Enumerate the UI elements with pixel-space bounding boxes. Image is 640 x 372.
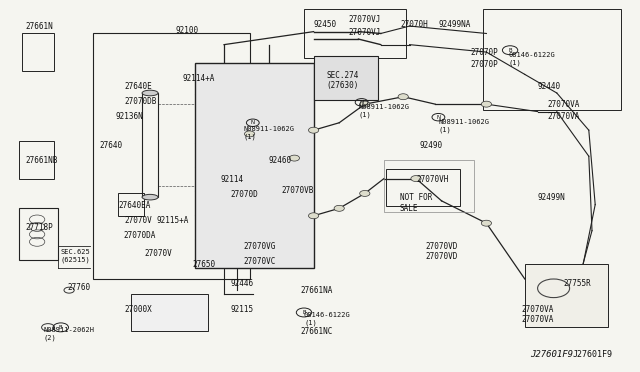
- Text: 27070VA
27070VA: 27070VA 27070VA: [522, 305, 554, 324]
- Circle shape: [360, 101, 370, 107]
- Text: 92136N: 92136N: [115, 112, 143, 121]
- Circle shape: [244, 131, 255, 137]
- Text: N08911-2062H
(2): N08911-2062H (2): [44, 327, 95, 341]
- Text: 27070V: 27070V: [125, 216, 152, 225]
- Circle shape: [481, 101, 492, 107]
- Circle shape: [481, 220, 492, 226]
- Text: 27070P: 27070P: [470, 60, 498, 68]
- Bar: [314, 56, 378, 100]
- Text: SEC.625
(62515): SEC.625 (62515): [61, 249, 90, 263]
- Text: N: N: [251, 120, 255, 125]
- Text: 27070V: 27070V: [144, 249, 172, 258]
- Text: 27640: 27640: [99, 141, 122, 150]
- Text: 27661NA: 27661NA: [301, 286, 333, 295]
- Text: 27000X: 27000X: [125, 305, 152, 314]
- Text: 92460: 92460: [269, 156, 292, 165]
- Text: 92440: 92440: [538, 82, 561, 91]
- Text: N: N: [436, 115, 440, 120]
- Circle shape: [308, 213, 319, 219]
- Text: 27661NC: 27661NC: [301, 327, 333, 336]
- Bar: [22, 33, 54, 71]
- Text: 92450: 92450: [314, 20, 337, 29]
- Text: 27070D: 27070D: [230, 190, 258, 199]
- Circle shape: [308, 127, 319, 133]
- Text: N: N: [360, 100, 364, 105]
- Bar: [304, 9, 406, 58]
- Text: N08911-1062G
(1): N08911-1062G (1): [358, 104, 410, 118]
- Circle shape: [360, 190, 370, 196]
- Bar: [131, 294, 208, 331]
- Text: 92115+A: 92115+A: [157, 216, 189, 225]
- Text: 27070VA: 27070VA: [547, 100, 580, 109]
- Text: 92446: 92446: [230, 279, 253, 288]
- Text: 27760: 27760: [67, 283, 90, 292]
- Text: 27650: 27650: [192, 260, 215, 269]
- Text: 27070VB: 27070VB: [282, 186, 314, 195]
- Text: NOT FOR
SALE: NOT FOR SALE: [400, 193, 433, 213]
- Bar: [142, 93, 158, 197]
- Text: J27601F9: J27601F9: [573, 350, 613, 359]
- Text: 08146-6122G
(1): 08146-6122G (1): [304, 312, 351, 326]
- Text: 27070VG: 27070VG: [243, 242, 276, 251]
- Ellipse shape: [142, 195, 158, 200]
- Text: 27755R: 27755R: [563, 279, 591, 288]
- Text: 92100: 92100: [176, 26, 199, 35]
- Bar: [118, 193, 144, 216]
- Text: 27070VC: 27070VC: [243, 257, 276, 266]
- Text: J27601F9: J27601F9: [530, 350, 573, 359]
- Bar: [384, 160, 474, 212]
- Bar: [19, 141, 54, 179]
- Text: 92499NA: 92499NA: [438, 20, 471, 29]
- Text: 27070VH: 27070VH: [416, 175, 449, 184]
- Bar: [483, 9, 621, 110]
- Text: 08146-6122G
(1): 08146-6122G (1): [509, 52, 556, 65]
- Text: 27070DB: 27070DB: [125, 97, 157, 106]
- Text: 27661NB: 27661NB: [26, 156, 58, 165]
- Text: 27070DA: 27070DA: [124, 231, 156, 240]
- Text: 92115: 92115: [230, 305, 253, 314]
- Circle shape: [334, 205, 344, 211]
- Text: 27070VD
27070VD: 27070VD 27070VD: [426, 242, 458, 261]
- Text: N08911-1062G
(1): N08911-1062G (1): [438, 119, 490, 132]
- Text: 92499N: 92499N: [538, 193, 565, 202]
- Ellipse shape: [142, 90, 158, 96]
- Text: B: B: [302, 310, 306, 315]
- Bar: [525, 264, 608, 327]
- Bar: [93, 33, 250, 279]
- Text: B: B: [508, 48, 512, 53]
- Text: 27661N: 27661N: [26, 22, 53, 31]
- Text: N08911-1062G
(1): N08911-1062G (1): [243, 126, 294, 140]
- Text: 27640EA: 27640EA: [118, 201, 151, 210]
- Text: 92114: 92114: [221, 175, 244, 184]
- Text: 92114+A: 92114+A: [182, 74, 215, 83]
- Bar: [19, 208, 58, 260]
- Text: 27718P: 27718P: [26, 223, 53, 232]
- Text: 27070P: 27070P: [470, 48, 498, 57]
- Bar: [195, 63, 314, 268]
- Text: 27070H: 27070H: [400, 20, 428, 29]
- Text: 92490: 92490: [419, 141, 442, 150]
- Circle shape: [398, 94, 408, 100]
- Circle shape: [411, 176, 421, 182]
- Text: 27070VJ: 27070VJ: [349, 28, 381, 37]
- Text: 27070VJ: 27070VJ: [349, 15, 381, 24]
- Text: SEC.274
(27630): SEC.274 (27630): [326, 71, 359, 90]
- Text: 27640E: 27640E: [125, 82, 152, 91]
- Bar: [386, 169, 460, 206]
- Text: 27070VA: 27070VA: [547, 112, 580, 121]
- Circle shape: [289, 155, 300, 161]
- Text: B: B: [59, 325, 63, 330]
